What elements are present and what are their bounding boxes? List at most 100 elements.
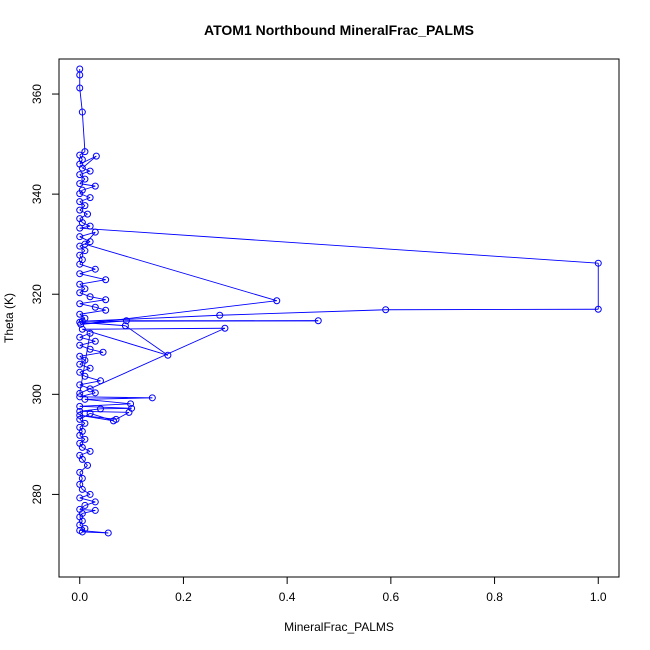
series-line-segment [82, 222, 91, 227]
data-point [76, 526, 84, 534]
series-line-segment [79, 209, 88, 215]
data-point [148, 394, 156, 402]
data-point [81, 202, 89, 210]
data-point [81, 314, 89, 322]
y-axis-label: Theta (K) [2, 293, 16, 343]
data-point [99, 348, 107, 356]
series-line-segment [79, 197, 91, 203]
series-line-segment [90, 348, 104, 353]
series-line-segment [79, 351, 104, 357]
data-point [76, 407, 84, 415]
data-point [594, 259, 602, 267]
data-point [76, 198, 84, 206]
series-line-segment [79, 154, 83, 160]
series-line-segment [82, 509, 96, 514]
data-point [81, 419, 89, 427]
series-line-segment [79, 218, 83, 223]
series-line-segment [82, 327, 225, 330]
data-point [102, 276, 110, 284]
data-point [76, 411, 84, 419]
chart-title: ATOM1 Northbound MineralFrac_PALMS [204, 22, 474, 38]
data-point [76, 310, 84, 318]
x-axis: 0.0 0.2 0.4 0.6 0.8 1.0 [71, 576, 607, 604]
data-point [76, 270, 84, 278]
x-tick-label: 0.0 [71, 590, 88, 604]
data-point [86, 222, 94, 230]
data-point [221, 324, 229, 332]
series-line-segment [79, 189, 83, 194]
series-line-segment [84, 398, 131, 405]
x-tick-label: 1.0 [590, 590, 607, 604]
data-point [76, 360, 84, 368]
data-point [76, 71, 84, 79]
series-line-segment [79, 279, 106, 285]
series-line-segment [79, 520, 83, 526]
data-point [91, 337, 99, 345]
series-line-segment [79, 254, 83, 260]
series-line-segment [125, 325, 169, 356]
data-point [273, 297, 281, 305]
data-point [78, 485, 86, 493]
series-line-segment [82, 314, 220, 322]
data-point [86, 409, 94, 417]
data-point [91, 303, 99, 311]
series-line-segment [79, 516, 83, 522]
data-point [76, 389, 84, 397]
series-line-segment [79, 241, 91, 247]
series-line-segment [79, 332, 91, 338]
data-point [76, 368, 84, 376]
data-point [76, 242, 84, 250]
data-point [81, 247, 89, 255]
data-point [86, 447, 94, 455]
data-point [76, 289, 84, 297]
data-point [78, 164, 86, 172]
series-line-segment [79, 159, 83, 165]
data-point [122, 317, 130, 325]
data-point [96, 377, 104, 385]
data-point [78, 474, 86, 482]
series-line-segment [81, 459, 88, 466]
series-line-segment [82, 328, 169, 356]
series-line-segment [79, 455, 83, 460]
data-point [91, 498, 99, 506]
x-tick-label: 0.6 [383, 590, 400, 604]
data-point [76, 206, 84, 214]
data-point [76, 180, 84, 188]
series-line-segment [79, 367, 91, 373]
series-line-segment [79, 87, 83, 113]
series-line-segment [95, 306, 106, 311]
series-line-segment [79, 431, 83, 436]
series-line-segment [79, 327, 226, 394]
data-point [314, 317, 322, 325]
y-tick-label: 280 [30, 484, 44, 504]
data-point [164, 351, 172, 359]
data-point [76, 468, 84, 476]
series-line-segment [79, 465, 88, 473]
data-point [78, 108, 86, 116]
y-tick-label: 300 [30, 384, 44, 404]
data-point [84, 461, 92, 469]
data-point [81, 372, 89, 380]
data-point [76, 224, 84, 232]
data-point [76, 431, 84, 439]
series-line-segment [79, 384, 91, 390]
x-axis-label: MineralFrac_PALMS [284, 620, 394, 634]
series-line-segment [79, 193, 91, 199]
series-line-segment [79, 259, 83, 265]
data-point [81, 285, 89, 293]
data-point [78, 443, 86, 451]
series-line-segment [84, 397, 153, 400]
series-line-segment [84, 243, 277, 302]
series-line-segment [100, 407, 132, 410]
data-point [81, 435, 89, 443]
data-point [86, 194, 94, 202]
data-point [84, 210, 92, 218]
x-tick-label: 0.4 [279, 590, 296, 604]
series-line-segment [79, 292, 91, 298]
series-line-segment [82, 489, 91, 495]
data-point [127, 400, 135, 408]
series-line-segment [385, 308, 599, 311]
series-line-group [79, 69, 599, 534]
data-point [104, 529, 112, 537]
